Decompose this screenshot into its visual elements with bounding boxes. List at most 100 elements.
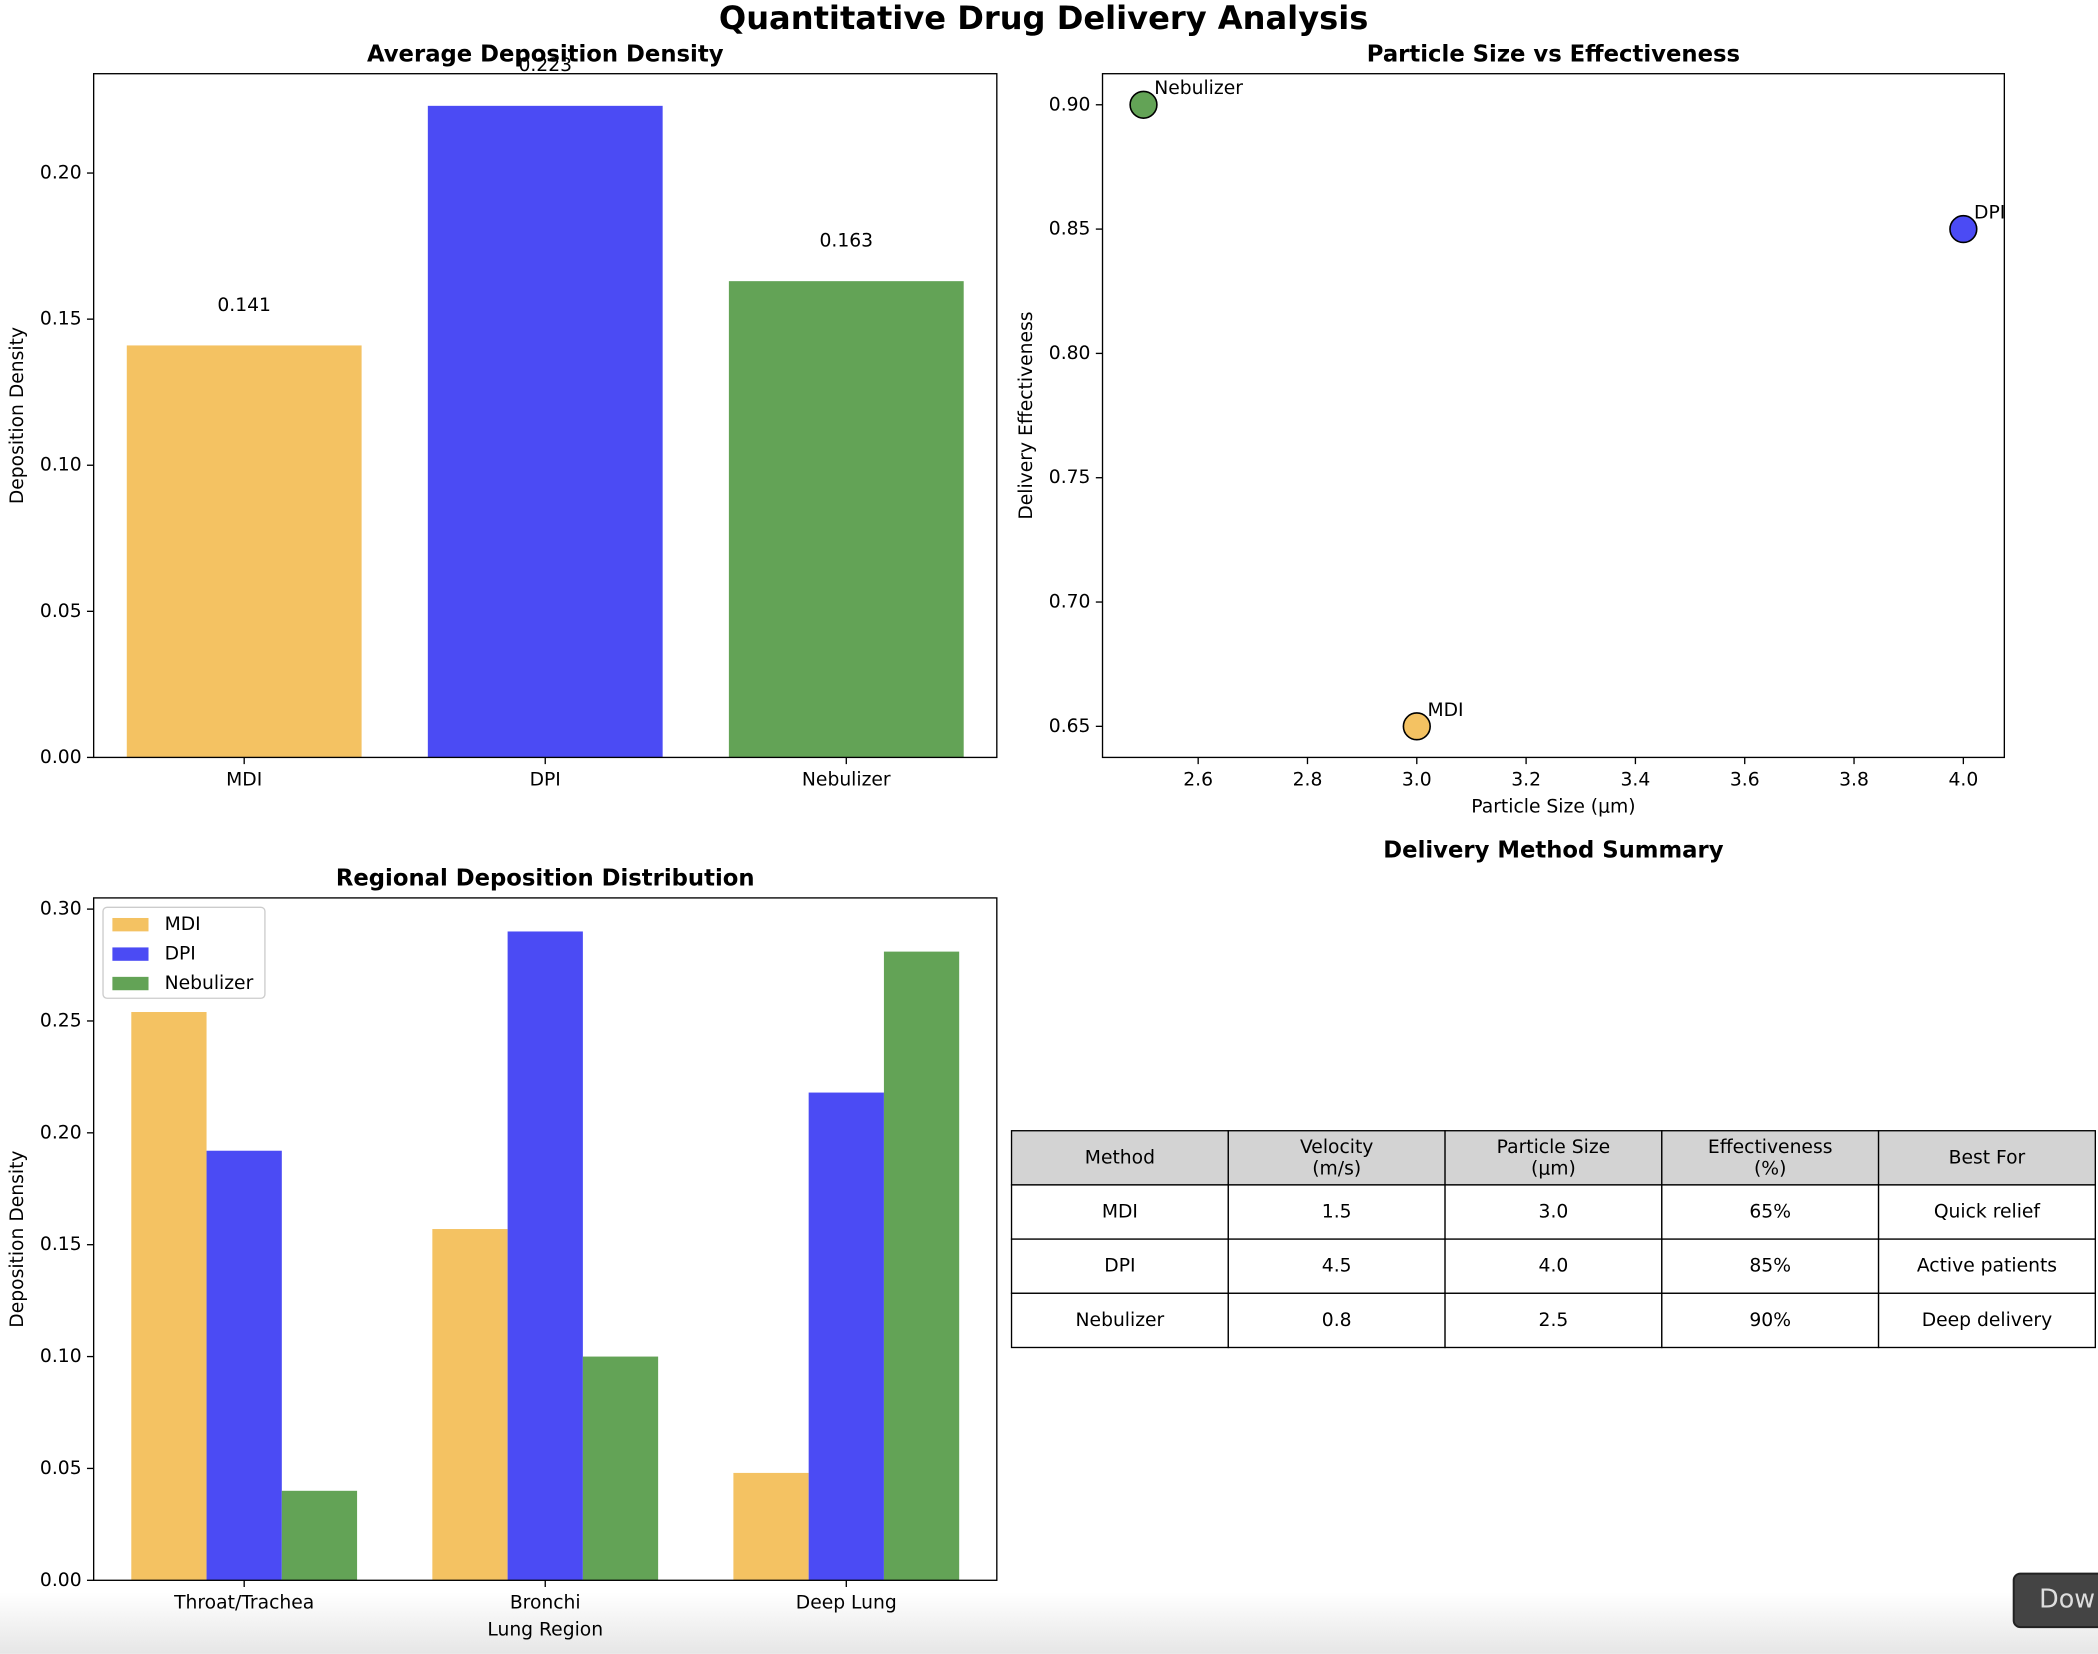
point-label: DPI bbox=[1974, 203, 2005, 224]
cell-text: 4.0 bbox=[1539, 1256, 1569, 1277]
cell-text: 4.5 bbox=[1322, 1256, 1352, 1277]
cell-text: 2.5 bbox=[1539, 1310, 1569, 1331]
bottom-bar bbox=[0, 1592, 2098, 1654]
y-tick-label: 0.70 bbox=[1049, 592, 1091, 613]
point bbox=[1402, 712, 1431, 741]
point-label: MDI bbox=[1427, 700, 1463, 721]
cell-text: 3.0 bbox=[1539, 1202, 1569, 1223]
chart-title: Particle Size vs Effectiveness bbox=[1367, 41, 1740, 67]
cell-text: 90% bbox=[1749, 1310, 1791, 1331]
x-tick-label: 3.2 bbox=[1511, 770, 1541, 791]
table-cell bbox=[1444, 1184, 1663, 1240]
x-tick-label: Nebulizer bbox=[802, 770, 891, 791]
y-tick-label: 0.15 bbox=[40, 1234, 82, 1255]
header-cell bbox=[1661, 1130, 1880, 1186]
y-tick-label: 0.20 bbox=[40, 163, 82, 184]
x-tick-label: 4.0 bbox=[1948, 770, 1978, 791]
y-tick-label: 0.65 bbox=[1049, 716, 1091, 737]
y-tick-label: 0.05 bbox=[40, 1458, 82, 1479]
bar bbox=[728, 281, 964, 758]
y-tick-label: 0.10 bbox=[40, 455, 82, 476]
point-label: Nebulizer bbox=[1154, 78, 1243, 99]
legend-label: Nebulizer bbox=[165, 973, 254, 994]
legend-swatch bbox=[112, 976, 149, 991]
header-text: Best For bbox=[1949, 1147, 2026, 1168]
y-axis-label: Deposition Density bbox=[7, 1151, 28, 1328]
table-cell bbox=[1010, 1292, 1229, 1349]
header-text: Velocity (m/s) bbox=[1300, 1137, 1373, 1179]
y-tick-label: 0.30 bbox=[40, 899, 82, 920]
button-label[interactable]: Dow bbox=[2039, 1583, 2095, 1613]
table-cell bbox=[1661, 1184, 1880, 1240]
cell-text: Nebulizer bbox=[1076, 1310, 1165, 1331]
plot-frame bbox=[1101, 73, 2006, 759]
y-tick-label: 0.10 bbox=[40, 1346, 82, 1367]
bar bbox=[582, 1356, 659, 1581]
table-cell bbox=[1010, 1238, 1229, 1294]
cell-text: 65% bbox=[1749, 1202, 1791, 1223]
cell-text: MDI bbox=[1102, 1202, 1138, 1223]
table-cell bbox=[1661, 1238, 1880, 1294]
chart-title: Average Deposition Density bbox=[367, 41, 724, 67]
x-tick-label: 2.8 bbox=[1293, 770, 1323, 791]
chart-title: Regional Deposition Distribution bbox=[336, 866, 755, 892]
download-button[interactable]: Dow bbox=[2012, 1572, 2098, 1629]
y-tick-label: 0.90 bbox=[1049, 94, 1091, 115]
table-cell bbox=[1227, 1184, 1446, 1240]
y-tick-label: 0.85 bbox=[1049, 219, 1091, 240]
x-tick-label: DPI bbox=[530, 770, 561, 791]
cell-text: Deep delivery bbox=[1922, 1310, 2052, 1331]
y-tick-label: 0.25 bbox=[40, 1010, 82, 1031]
bar bbox=[131, 1012, 207, 1581]
y-tick-label: 0.00 bbox=[40, 747, 82, 768]
legend-swatch bbox=[112, 947, 149, 961]
table-cell bbox=[1877, 1184, 2096, 1240]
cell-text: 1.5 bbox=[1322, 1202, 1352, 1223]
x-tick-label: Deep Lung bbox=[796, 1593, 897, 1614]
value-label: 0.163 bbox=[819, 231, 873, 252]
table-cell bbox=[1877, 1238, 2096, 1294]
bar bbox=[427, 105, 663, 758]
plot-frame bbox=[92, 897, 998, 1581]
cell-text: 0.8 bbox=[1322, 1310, 1352, 1331]
legend-label: MDI bbox=[165, 914, 201, 935]
x-tick-label: Throat/Trachea bbox=[173, 1593, 314, 1614]
y-axis-label: Delivery Effectiveness bbox=[1016, 311, 1037, 519]
y-tick-label: 0.75 bbox=[1049, 467, 1091, 488]
x-axis-label: Lung Region bbox=[487, 1619, 603, 1640]
y-tick-label: 0.15 bbox=[40, 309, 82, 330]
header-text: Effectiveness (%) bbox=[1708, 1137, 1833, 1179]
header-text: Particle Size (μm) bbox=[1497, 1137, 1611, 1179]
x-tick-label: 3.0 bbox=[1402, 770, 1432, 791]
table-cell bbox=[1227, 1292, 1446, 1349]
bar bbox=[507, 931, 583, 1581]
legend-swatch bbox=[112, 917, 149, 932]
x-tick-label: 3.6 bbox=[1730, 770, 1760, 791]
y-tick-label: 0.00 bbox=[40, 1570, 82, 1591]
header-cell bbox=[1444, 1130, 1663, 1186]
point bbox=[1949, 214, 1978, 244]
bar bbox=[126, 345, 362, 758]
x-tick-label: MDI bbox=[226, 770, 262, 791]
value-label: 0.141 bbox=[217, 295, 271, 316]
y-axis-label: Deposition Density bbox=[7, 327, 28, 504]
value-label: 0.223 bbox=[518, 55, 572, 76]
bar bbox=[206, 1150, 282, 1581]
y-tick-label: 0.20 bbox=[40, 1122, 82, 1143]
bar bbox=[883, 951, 960, 1581]
table-cell bbox=[1877, 1292, 2096, 1349]
page-title: Quantitative Drug Delivery Analysis bbox=[719, 0, 1368, 37]
header-cell bbox=[1227, 1130, 1446, 1186]
table-cell bbox=[1444, 1238, 1663, 1294]
button-bg[interactable] bbox=[2012, 1572, 2098, 1629]
cell-text: Active patients bbox=[1917, 1256, 2057, 1277]
header-cell bbox=[1877, 1130, 2096, 1186]
point bbox=[1129, 90, 1158, 119]
plot-frame bbox=[92, 73, 998, 759]
x-tick-label: 3.8 bbox=[1839, 770, 1869, 791]
cell-text: 85% bbox=[1749, 1256, 1791, 1277]
table-cell bbox=[1227, 1238, 1446, 1294]
cell-text: Quick relief bbox=[1934, 1202, 2041, 1223]
bar bbox=[432, 1229, 508, 1581]
